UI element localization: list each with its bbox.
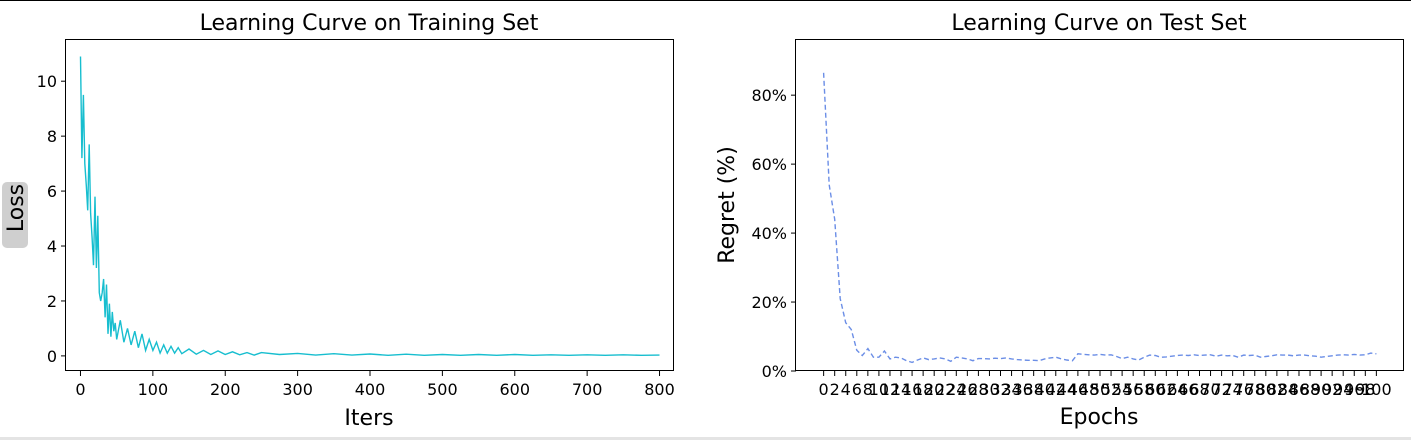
test-x-tick-label: 54 bbox=[1112, 380, 1132, 399]
test-x-tick-label: 66 bbox=[1178, 380, 1198, 399]
test-x-tick-label: 24 bbox=[946, 380, 966, 399]
test-x-tick-label: 40 bbox=[1035, 380, 1055, 399]
test-x-tick-label: 8 bbox=[863, 380, 873, 399]
test-y-tick-label: 0% bbox=[762, 362, 787, 381]
training-x-tick-label: 0 bbox=[75, 380, 85, 399]
test-x-axis-label: Epochs bbox=[1060, 405, 1139, 430]
test-x-tick-label: 30 bbox=[979, 380, 999, 399]
training-y-axis-label: Loss bbox=[4, 184, 29, 232]
test-x-tick-label: 42 bbox=[1046, 380, 1066, 399]
training-y-tick-label: 2 bbox=[47, 292, 57, 311]
test-x-tick-label: 18 bbox=[913, 380, 933, 399]
bottom-band bbox=[0, 437, 1411, 440]
training-y-tick-label: 8 bbox=[47, 127, 57, 146]
test-x-tick-label: 92 bbox=[1322, 380, 1342, 399]
test-x-tick-label: 76 bbox=[1234, 380, 1254, 399]
test-y-tick-label: 80% bbox=[751, 86, 787, 105]
test-x-tick-label: 84 bbox=[1278, 380, 1298, 399]
test-x-tick-label: 26 bbox=[957, 380, 977, 399]
training-y-tick-label: 0 bbox=[47, 347, 57, 366]
test-x-tick-label: 36 bbox=[1012, 380, 1032, 399]
test-x-tick-label: 70 bbox=[1200, 380, 1220, 399]
test-x-tick-label: 48 bbox=[1079, 380, 1099, 399]
test-x-tick-label: 56 bbox=[1123, 380, 1143, 399]
test-x-tick-label: 16 bbox=[902, 380, 922, 399]
test-x-tick-label: 74 bbox=[1222, 380, 1242, 399]
test-x-tick-label: 22 bbox=[935, 380, 955, 399]
training-x-tick-label: 200 bbox=[210, 380, 241, 399]
training-chart: Learning Curve on Training Set Iters Los… bbox=[2, 11, 675, 431]
test-x-tick-label: 86 bbox=[1289, 380, 1309, 399]
test-x-tick-label: 100 bbox=[1361, 380, 1392, 399]
test-x-tick-label: 28 bbox=[968, 380, 988, 399]
test-x-tick-label: 52 bbox=[1101, 380, 1121, 399]
test-y-tick-label: 20% bbox=[751, 293, 787, 312]
test-x-tick-label: 62 bbox=[1156, 380, 1176, 399]
test-y-axis-label: Regret (%) bbox=[715, 146, 740, 264]
test-chart: Learning Curve on Test Set Epochs Regret… bbox=[715, 11, 1404, 430]
test-x-tick-label: 44 bbox=[1057, 380, 1077, 399]
test-x-tick-label: 6 bbox=[852, 380, 862, 399]
training-y-tick-label: 4 bbox=[47, 237, 57, 256]
test-x-tick-label: 14 bbox=[891, 380, 911, 399]
test-chart-title: Learning Curve on Test Set bbox=[951, 11, 1247, 36]
training-y-tick-label: 6 bbox=[47, 182, 57, 201]
test-x-tick-label: 34 bbox=[1001, 380, 1021, 399]
test-x-tick-label: 12 bbox=[880, 380, 900, 399]
test-x-tick-label: 32 bbox=[990, 380, 1010, 399]
training-x-tick-label: 600 bbox=[499, 380, 530, 399]
training-y-tick-label: 10 bbox=[37, 72, 57, 91]
test-x-tick-label: 94 bbox=[1333, 380, 1353, 399]
test-x-tick-label: 90 bbox=[1311, 380, 1331, 399]
test-x-tick-label: 0 bbox=[819, 380, 829, 399]
test-x-tick-label: 68 bbox=[1189, 380, 1209, 399]
test-x-tick-label: 46 bbox=[1068, 380, 1088, 399]
training-plot-frame bbox=[65, 39, 674, 371]
training-loss-line bbox=[79, 56, 660, 357]
test-x-tick-label: 80 bbox=[1256, 380, 1276, 399]
training-x-tick-label: 100 bbox=[138, 380, 169, 399]
test-regret-line bbox=[822, 72, 1377, 364]
top-border bbox=[0, 0, 1411, 1]
training-ticks: 0 100 200 300 400 500 600 700 800 0 2 4 6 8 10 bbox=[37, 72, 675, 399]
test-x-tick-label: 64 bbox=[1167, 380, 1187, 399]
training-x-tick-label: 800 bbox=[644, 380, 675, 399]
test-x-tick-label: 20 bbox=[924, 380, 944, 399]
training-x-tick-label: 400 bbox=[355, 380, 386, 399]
test-x-tick-label: 4 bbox=[841, 380, 851, 399]
test-y-tick-label: 60% bbox=[751, 155, 787, 174]
test-x-tick-label: 50 bbox=[1090, 380, 1110, 399]
test-x-tick-label: 38 bbox=[1023, 380, 1043, 399]
test-x-tick-label: 78 bbox=[1245, 380, 1265, 399]
test-y-tick-label: 40% bbox=[751, 224, 787, 243]
training-x-tick-label: 500 bbox=[427, 380, 458, 399]
test-x-tick-label: 2 bbox=[830, 380, 840, 399]
training-chart-title: Learning Curve on Training Set bbox=[200, 11, 539, 36]
test-x-tick-label: 82 bbox=[1267, 380, 1287, 399]
training-x-tick-label: 300 bbox=[282, 380, 313, 399]
test-x-tick-label: 98 bbox=[1355, 380, 1375, 399]
training-x-axis-label: Iters bbox=[344, 406, 393, 431]
test-ticks: 0 2 4 6 810121416182022242628303234363840424… bbox=[751, 86, 1391, 399]
training-x-tick-label: 700 bbox=[572, 380, 603, 399]
test-x-tick-label: 60 bbox=[1145, 380, 1165, 399]
test-x-tick-label: 10 bbox=[869, 380, 889, 399]
test-x-tick-label: 96 bbox=[1344, 380, 1364, 399]
test-x-tick-label: 88 bbox=[1300, 380, 1320, 399]
test-x-tick-label: 58 bbox=[1134, 380, 1154, 399]
loss-label-highlight bbox=[2, 182, 28, 248]
test-plot-frame bbox=[795, 39, 1404, 371]
test-x-tick-label: 72 bbox=[1211, 380, 1231, 399]
